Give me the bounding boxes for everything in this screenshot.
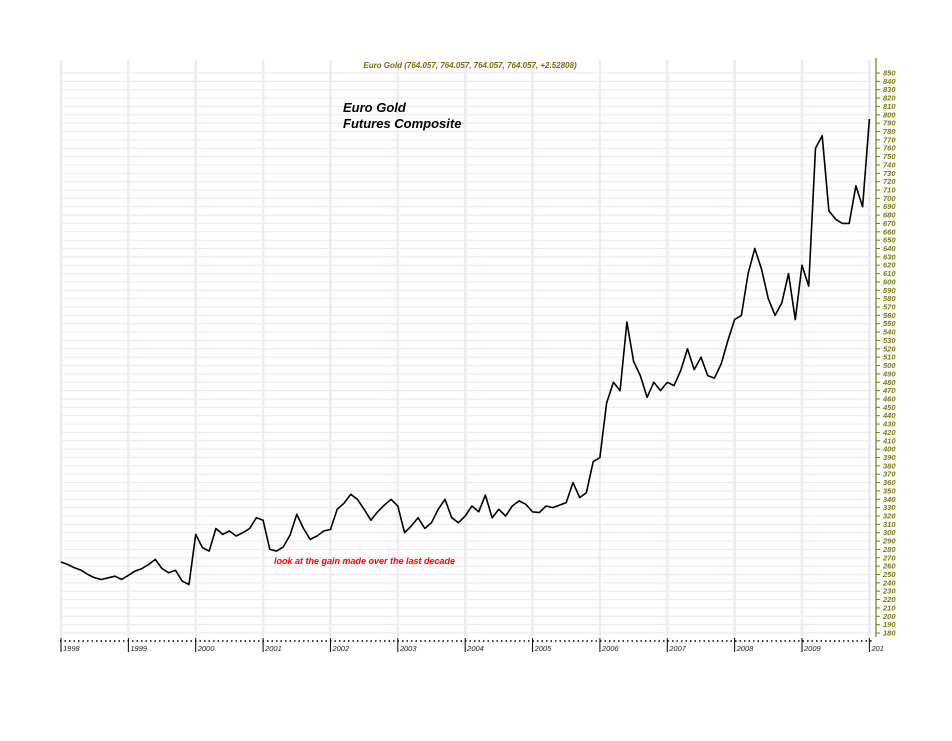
y-tick-label: 660 <box>883 227 896 236</box>
x-tick-label: 1999 <box>130 644 148 653</box>
y-tick-label: 590 <box>883 286 896 295</box>
y-tick-label: 670 <box>883 219 896 228</box>
y-tick-label: 510 <box>883 353 896 362</box>
y-tick-label: 530 <box>883 336 896 345</box>
y-tick-label: 260 <box>882 562 896 571</box>
y-tick-label: 820 <box>883 94 896 103</box>
y-tick-label: 280 <box>882 545 896 554</box>
y-tick-label: 360 <box>883 478 896 487</box>
y-tick-label: 430 <box>882 420 896 429</box>
y-tick-label: 520 <box>883 344 896 353</box>
y-tick-label: 760 <box>883 144 896 153</box>
y-tick-label: 180 <box>883 629 896 638</box>
y-tick-label: 500 <box>883 361 896 370</box>
series-line-euro-gold <box>60 118 871 586</box>
y-tick-label: 450 <box>882 403 896 412</box>
y-tick-label: 380 <box>883 461 896 470</box>
y-tick-label: 720 <box>883 177 896 186</box>
y-tick-label: 780 <box>883 127 896 136</box>
y-tick-label: 440 <box>882 411 896 420</box>
y-tick-label: 810 <box>883 102 896 111</box>
y-tick-label: 690 <box>883 202 896 211</box>
y-tick-label: 310 <box>883 520 896 529</box>
y-tick-label: 270 <box>882 553 896 562</box>
y-tick-label: 400 <box>882 445 896 454</box>
y-tick-label: 470 <box>882 386 896 395</box>
y-tick-label: 700 <box>883 194 896 203</box>
y-tick-label: 770 <box>883 135 896 144</box>
y-tick-label: 620 <box>883 261 896 270</box>
y-tick-label: 550 <box>883 319 896 328</box>
y-tick-label: 340 <box>883 495 896 504</box>
y-tick-label: 650 <box>883 236 896 245</box>
y-tick-label: 750 <box>883 152 896 161</box>
y-tick-label: 410 <box>882 436 896 445</box>
y-tick-label: 420 <box>882 428 896 437</box>
x-tick-label: 2002 <box>331 644 350 653</box>
y-tick-label: 640 <box>883 244 896 253</box>
y-tick-label: 580 <box>883 294 896 303</box>
chart-legend: Euro Gold (764.057, 764.057, 764.057, 76… <box>363 61 577 70</box>
y-tick-label: 200 <box>882 612 896 621</box>
y-tick-label: 710 <box>883 186 896 195</box>
y-tick-label: 210 <box>882 603 896 612</box>
y-tick-label: 190 <box>883 620 896 629</box>
x-tick-label: 2004 <box>466 644 484 653</box>
x-tick-label: 2009 <box>803 644 822 653</box>
x-tick-label: 2000 <box>197 644 216 653</box>
y-tick-label: 230 <box>882 587 896 596</box>
chart-title-line-1: Euro Gold <box>343 100 407 115</box>
y-tick-label: 830 <box>883 85 896 94</box>
y-tick-label: 800 <box>883 110 896 119</box>
y-tick-label: 330 <box>883 503 896 512</box>
x-tick-label: 2006 <box>601 644 620 653</box>
y-tick-label: 570 <box>883 303 896 312</box>
y-tick-label: 850 <box>883 69 896 78</box>
chart-title-line-2: Futures Composite <box>343 116 461 131</box>
x-tick-label: 2008 <box>736 644 755 653</box>
y-tick-label: 740 <box>883 160 896 169</box>
y-tick-label: 730 <box>883 169 896 178</box>
y-tick-label: 610 <box>883 269 896 278</box>
y-tick-label: 300 <box>883 528 896 537</box>
y-tick-label: 540 <box>883 328 896 337</box>
x-tick-label: 2005 <box>534 644 553 653</box>
y-tick-label: 350 <box>883 486 896 495</box>
y-tick-label: 240 <box>882 578 896 587</box>
y-tick-label: 370 <box>883 470 896 479</box>
y-tick-label: 630 <box>883 252 896 261</box>
y-tick-label: 320 <box>883 511 896 520</box>
y-tick-label: 460 <box>882 394 896 403</box>
y-tick-label: 680 <box>883 211 896 220</box>
y-tick-label: 490 <box>882 369 896 378</box>
y-tick-label: 840 <box>883 77 896 86</box>
x-tick-label: 201 <box>870 644 884 653</box>
x-tick-label: 2003 <box>399 644 418 653</box>
y-tick-label: 560 <box>883 311 896 320</box>
y-tick-label: 290 <box>882 537 896 546</box>
y-tick-label: 790 <box>883 119 896 128</box>
x-tick-label: 2007 <box>668 644 687 653</box>
y-tick-label: 250 <box>882 570 896 579</box>
chart-annotation: look at the gain made over the last deca… <box>274 556 455 566</box>
x-tick-label: 2001 <box>264 644 282 653</box>
x-tick-label: 1998 <box>63 644 81 653</box>
y-tick-label: 220 <box>882 595 896 604</box>
y-tick-label: 390 <box>883 453 896 462</box>
y-tick-label: 480 <box>882 378 896 387</box>
y-tick-label: 600 <box>883 277 896 286</box>
